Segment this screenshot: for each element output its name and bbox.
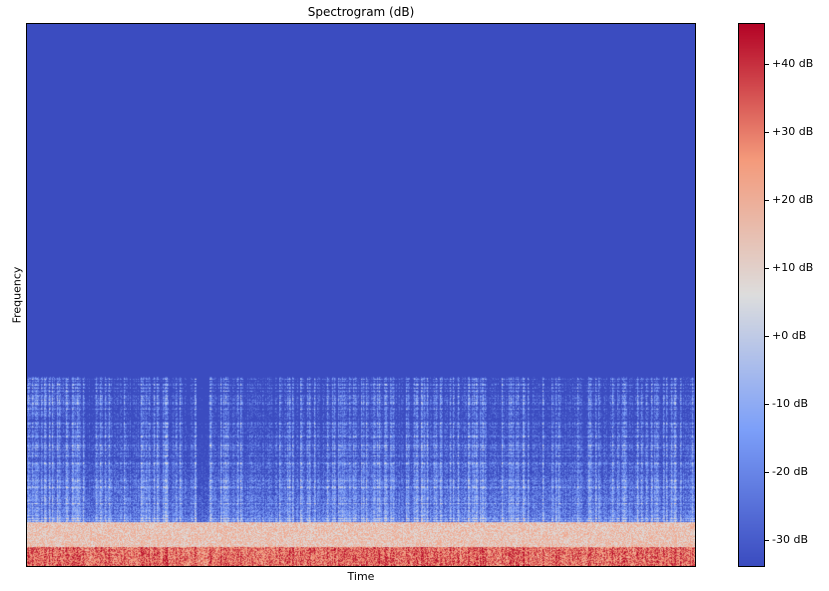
colorbar-tick-label: -30 dB [772, 532, 808, 546]
y-axis-label: Frequency [10, 266, 24, 324]
colorbar-tick-mark [765, 131, 769, 133]
spectrogram-heatmap [26, 23, 696, 567]
colorbar-tick-mark [765, 539, 769, 541]
colorbar-tick-mark [765, 471, 769, 473]
chart-title: Spectrogram (dB) [307, 5, 415, 19]
colorbar [738, 23, 765, 567]
colorbar-tick-mark [765, 267, 769, 269]
colorbar-tick-mark [765, 335, 769, 337]
colorbar-tick-mark [765, 199, 769, 201]
colorbar-tick-label: +0 dB [772, 328, 807, 342]
colorbar-tick-label: -20 dB [772, 464, 808, 478]
colorbar-tick-label: +30 dB [772, 124, 814, 138]
colorbar-tick-label: +40 dB [772, 56, 814, 70]
x-axis-label: Time [347, 570, 375, 583]
colorbar-tick-label: +20 dB [772, 192, 814, 206]
colorbar-tick-label: -10 dB [772, 396, 808, 410]
colorbar-tick-mark [765, 63, 769, 65]
colorbar-tick-label: +10 dB [772, 260, 814, 274]
colorbar-tick-mark [765, 403, 769, 405]
